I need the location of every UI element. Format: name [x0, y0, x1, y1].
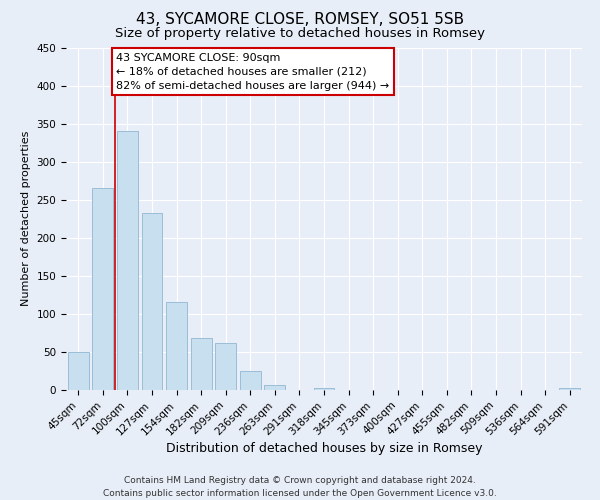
Text: 43, SYCAMORE CLOSE, ROMSEY, SO51 5SB: 43, SYCAMORE CLOSE, ROMSEY, SO51 5SB — [136, 12, 464, 28]
Bar — [68, 352, 89, 390]
Bar — [92, 188, 113, 390]
Bar — [240, 371, 261, 390]
Bar — [265, 384, 286, 390]
Bar — [314, 388, 334, 390]
Bar — [215, 343, 236, 390]
Text: Contains HM Land Registry data © Crown copyright and database right 2024.
Contai: Contains HM Land Registry data © Crown c… — [103, 476, 497, 498]
Text: Size of property relative to detached houses in Romsey: Size of property relative to detached ho… — [115, 28, 485, 40]
Bar — [117, 131, 138, 390]
Bar — [559, 388, 580, 390]
Bar — [166, 302, 187, 390]
Y-axis label: Number of detached properties: Number of detached properties — [21, 131, 31, 306]
Bar — [142, 214, 163, 390]
Bar — [191, 338, 212, 390]
X-axis label: Distribution of detached houses by size in Romsey: Distribution of detached houses by size … — [166, 442, 482, 455]
Text: 43 SYCAMORE CLOSE: 90sqm
← 18% of detached houses are smaller (212)
82% of semi-: 43 SYCAMORE CLOSE: 90sqm ← 18% of detach… — [116, 53, 389, 91]
